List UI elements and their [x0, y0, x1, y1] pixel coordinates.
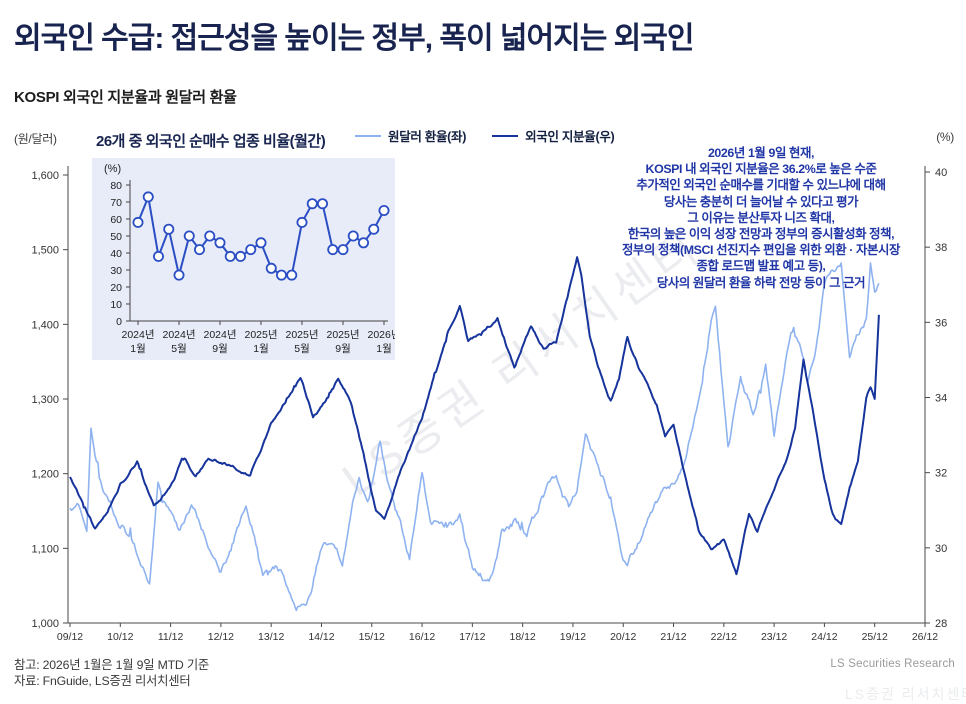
svg-text:2024년: 2024년 — [203, 329, 236, 341]
annotation-line: 한국의 높은 이익 성장 전망과 정부의 증시활성화 정책, — [627, 227, 895, 242]
svg-text:5월: 5월 — [171, 343, 187, 355]
annotation-line: 2026년 1월 9일 현재, — [707, 146, 815, 160]
svg-text:22/12: 22/12 — [711, 631, 737, 643]
svg-text:14/12: 14/12 — [308, 631, 334, 643]
svg-text:17/12: 17/12 — [459, 631, 485, 643]
svg-text:20/12: 20/12 — [610, 631, 636, 643]
legend-item-ownership: 외국인 지분율(우) — [492, 126, 615, 145]
svg-text:2026년: 2026년 — [367, 329, 395, 341]
svg-text:80: 80 — [110, 180, 122, 192]
svg-text:26/12: 26/12 — [912, 631, 938, 643]
svg-text:10: 10 — [110, 299, 122, 311]
svg-text:10/12: 10/12 — [107, 631, 133, 643]
inset-series-line — [137, 193, 385, 277]
footer-source: 자료: FnGuide, LS증권 리서치센터 — [14, 674, 191, 688]
svg-text:13/12: 13/12 — [258, 631, 284, 643]
svg-text:11/12: 11/12 — [158, 631, 184, 643]
annotation-line: 그 이유는 분산투자 니즈 확대, — [687, 210, 835, 225]
main-chart-axes — [63, 166, 930, 627]
annotation-block: 2026년 1월 9일 현재, KOSPI 내 외국인 지분율은 36.2%로 … — [585, 145, 937, 291]
svg-text:1,200: 1,200 — [31, 469, 59, 481]
legend-item-usdkrw: 원달러 환율(좌) — [355, 126, 466, 145]
svg-text:15/12: 15/12 — [359, 631, 385, 643]
svg-text:30: 30 — [110, 265, 122, 277]
svg-text:2025년: 2025년 — [244, 329, 277, 341]
annotation-line: 추가적인 외국인 순매수를 기대할 수 있느냐에 대해 — [636, 178, 886, 193]
annotation-line: 당사의 원달러 환율 하락 전망 등이 그 근거 — [656, 275, 866, 290]
svg-text:1,400: 1,400 — [31, 319, 59, 331]
chart-subtitle: KOSPI 외국인 지분율과 원달러 환율 — [14, 89, 237, 106]
inset-series-markers — [132, 191, 390, 281]
svg-text:1월: 1월 — [376, 343, 392, 355]
svg-text:60: 60 — [110, 214, 122, 226]
svg-text:9월: 9월 — [212, 343, 228, 355]
svg-text:36: 36 — [935, 317, 947, 329]
annotation-line: 종합 로드맵 발표 예고 등), — [696, 259, 826, 274]
main-chart-tick-labels: 1,000 1,100 1,200 1,300 1,400 1,500 1,600 28 30 3… — [31, 167, 947, 643]
svg-text:32: 32 — [935, 468, 947, 480]
svg-text:40: 40 — [110, 248, 122, 260]
svg-text:1,300: 1,300 — [31, 394, 59, 406]
inset-tick-labels: (%) 0 10 20 30 40 50 60 70 80 2024년 1월 2024년 5월 2024년 9… — [104, 163, 401, 355]
svg-text:20: 20 — [110, 282, 122, 294]
svg-text:23/12: 23/12 — [761, 631, 787, 643]
svg-text:1,100: 1,100 — [31, 543, 59, 555]
svg-text:1,000: 1,000 — [31, 618, 59, 630]
annotation-line: 당사는 충분히 더 늘어날 수 있다고 평가 — [663, 194, 859, 209]
legend-label-usdkrw: 원달러 환율(좌) — [388, 130, 467, 144]
inset-chart: (%) 0 10 20 30 40 50 60 70 80 2024년 1월 2024년 5월 2024년 9… — [104, 163, 401, 355]
annotation-line: 정부의 정책(MSCI 선진지수 편입을 위한 외환 · 자본시장 — [621, 243, 901, 258]
svg-text:2025년: 2025년 — [326, 329, 359, 341]
footer-note: 참고: 2026년 1월은 1월 9일 MTD 기준 — [14, 658, 210, 672]
svg-text:30: 30 — [935, 543, 947, 555]
legend-label-ownership: 외국인 지분율(우) — [525, 130, 615, 144]
watermark-corner: LS증권 리서치센터 — [845, 686, 966, 702]
svg-text:50: 50 — [110, 231, 122, 243]
svg-text:12/12: 12/12 — [208, 631, 234, 643]
svg-text:25/12: 25/12 — [862, 631, 888, 643]
left-axis-unit-label: (원/달러) — [14, 132, 57, 146]
svg-text:24/12: 24/12 — [811, 631, 837, 643]
svg-text:2025년: 2025년 — [285, 329, 318, 341]
inset-axes — [126, 180, 388, 325]
svg-text:28: 28 — [935, 618, 947, 630]
svg-text:1월: 1월 — [253, 343, 269, 355]
svg-text:70: 70 — [110, 197, 122, 209]
svg-text:40: 40 — [935, 167, 947, 179]
svg-text:2024년: 2024년 — [121, 329, 154, 341]
svg-text:34: 34 — [935, 393, 947, 405]
ownership-line-swatch-icon — [492, 134, 519, 137]
series-ownership-line — [69, 256, 880, 576]
svg-text:1,500: 1,500 — [31, 245, 59, 257]
svg-text:1,600: 1,600 — [31, 170, 59, 182]
page-title: 외국인 수급: 접근성을 높이는 정부, 폭이 넓어지는 외국인 — [14, 22, 694, 55]
inset-chart-title: 26개 중 외국인 순매수 업종 비율(월간) — [96, 133, 326, 150]
svg-text:(%): (%) — [104, 163, 121, 175]
svg-text:5월: 5월 — [294, 343, 310, 355]
svg-text:09/12: 09/12 — [57, 631, 83, 643]
annotation-line: KOSPI 내 외국인 지분율은 36.2%로 높은 수준 — [645, 162, 877, 177]
svg-text:0: 0 — [116, 316, 122, 328]
right-axis-unit-label: (%) — [936, 130, 954, 144]
inset-chart-panel: (%) 0 10 20 30 40 50 60 70 80 2024년 1월 2024년 5월 2024년 9… — [92, 158, 401, 360]
svg-text:2024년: 2024년 — [162, 329, 195, 341]
svg-text:21/12: 21/12 — [660, 631, 686, 643]
svg-text:18/12: 18/12 — [510, 631, 536, 643]
svg-text:19/12: 19/12 — [560, 631, 586, 643]
brand-label: LS Securities Research — [830, 658, 955, 670]
svg-text:16/12: 16/12 — [409, 631, 435, 643]
chart-legend: 원달러 환율(좌) 외국인 지분율(우) — [355, 126, 615, 145]
series-usdkrw-line — [69, 262, 880, 612]
usdkrw-line-swatch-icon — [355, 134, 381, 137]
svg-text:1월: 1월 — [130, 343, 146, 355]
svg-text:38: 38 — [935, 242, 947, 254]
svg-text:9월: 9월 — [335, 343, 351, 355]
